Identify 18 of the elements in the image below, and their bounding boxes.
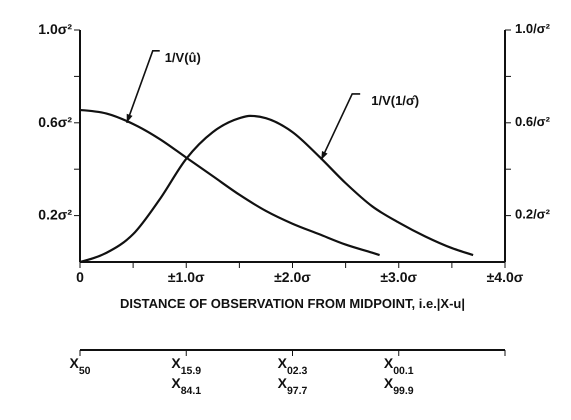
y2-tick-label: 1.0/σ² xyxy=(515,21,551,36)
text: X$_{50}$ xyxy=(69,355,91,377)
text: X$_{15.9}$ X$_{84.1}$ xyxy=(171,355,202,397)
x-axis-title: DISTANCE OF OBSERVATION FROM MIDPOINT, i.e.|X-u| xyxy=(120,296,466,311)
annotation: 1/V(1/σ̂) xyxy=(371,93,420,108)
y2-tick-label: 0.2/σ² xyxy=(515,207,551,222)
text: X$_{00.1}$ X$_{99.9}$ xyxy=(384,355,414,397)
x-tick-label: 0 xyxy=(76,269,84,285)
y-tick-label: 0.6σ² xyxy=(38,114,72,130)
x-tick-label: ±3.0σ xyxy=(380,269,418,285)
x-tick-label: ±1.0σ xyxy=(168,269,206,285)
x-tick-label: ±4.0σ xyxy=(486,269,524,285)
y-tick-label: 1.0σ² xyxy=(38,20,72,37)
x-tick-label: ±2.0σ xyxy=(274,269,312,285)
text: X$_{02.3}$ X$_{97.7}$ xyxy=(278,355,308,397)
annotation: 1/V(û) xyxy=(164,50,201,66)
y2-tick-label: 0.6/σ² xyxy=(515,114,551,130)
y-tick-label: 0.2σ² xyxy=(38,206,72,222)
